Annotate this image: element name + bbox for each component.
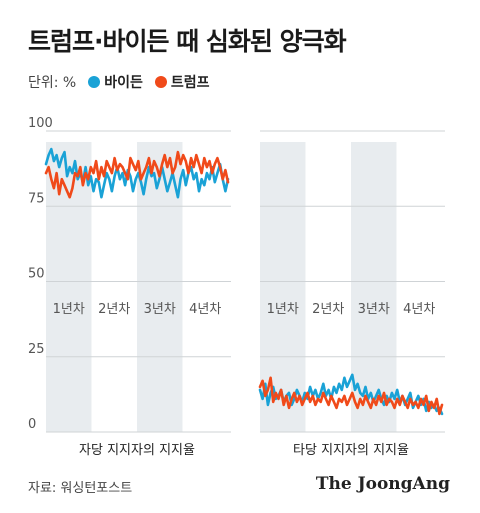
- y-tick-label: 0: [28, 417, 36, 432]
- legend-item-trump: 트럼프: [154, 72, 210, 92]
- y-tick-label: 25: [28, 342, 45, 357]
- brand-logo: The JoongAng: [315, 474, 450, 494]
- year-label: 3년차: [144, 302, 176, 317]
- series-line-trump: [44, 150, 230, 199]
- panel-xlabel: 자당 지지자의 지지율: [79, 443, 195, 458]
- year-label: 1년차: [53, 302, 85, 317]
- year-label: 2년차: [98, 302, 130, 317]
- series-line-trump: [258, 376, 444, 416]
- legend-label-trump: 트럼프: [170, 75, 210, 91]
- y-tick-label: 100: [28, 116, 53, 131]
- biden-legend-dot: [88, 76, 101, 88]
- legend-label-biden: 바이든: [104, 75, 143, 91]
- chart-title: 트럼프·바이든 때 심화된 양극화: [28, 27, 347, 56]
- year-label: 1년차: [267, 302, 299, 317]
- year-label: 3년차: [358, 302, 390, 317]
- panel-xlabel: 타당 지지자의 지지율: [293, 443, 409, 458]
- y-tick-label: 75: [28, 191, 45, 206]
- year-label: 4년차: [403, 302, 435, 317]
- unit-label: 단위: %: [28, 75, 77, 91]
- legend: 단위: % 바이든 트럼프: [28, 72, 222, 92]
- y-tick-label: 50: [28, 267, 45, 282]
- year-band: [260, 142, 306, 432]
- year-band: [46, 142, 92, 432]
- source-note: 자료: 워싱턴포스트: [28, 481, 133, 496]
- year-label: 2년차: [312, 302, 344, 317]
- year-label: 4년차: [189, 302, 221, 317]
- legend-item-biden: 바이든: [88, 72, 143, 92]
- trump-legend-dot: [154, 76, 167, 88]
- series-line-biden: [44, 147, 230, 199]
